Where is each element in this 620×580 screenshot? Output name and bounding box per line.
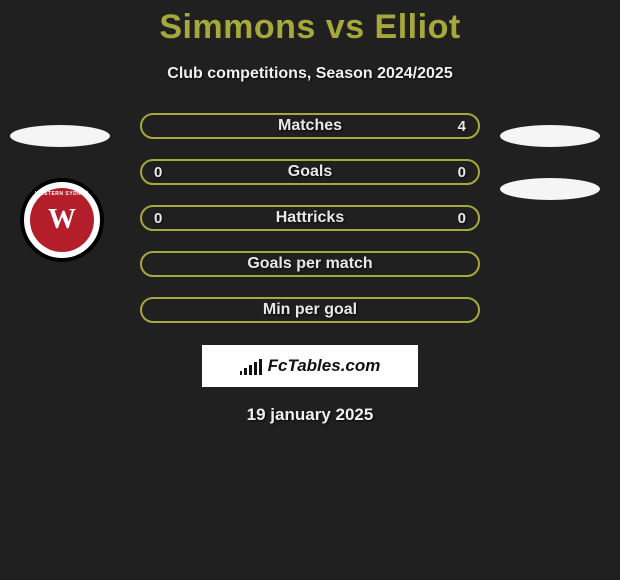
stat-label: Hattricks <box>142 209 478 227</box>
player-left-silhouette <box>10 125 110 147</box>
team-badge-inner: WESTERN SYDNEY W <box>30 188 94 252</box>
brand-label: FcTables.com <box>268 356 381 376</box>
team-badge-left: WESTERN SYDNEY W <box>20 178 104 262</box>
player-right-silhouette-1 <box>500 125 600 147</box>
stat-left-value: 0 <box>154 164 168 181</box>
stat-row-goals-per-match: Goals per match <box>140 251 480 277</box>
player-right-silhouette-2 <box>500 178 600 200</box>
stat-right-value: 4 <box>452 118 466 135</box>
stat-label: Matches <box>142 117 478 135</box>
brand-chart-icon <box>240 357 262 375</box>
brand-bar <box>240 371 243 375</box>
stat-row-matches: Matches 4 <box>140 113 480 139</box>
stat-label: Goals <box>142 163 478 181</box>
page-title: Simmons vs Elliot <box>0 0 620 47</box>
page-subtitle: Club competitions, Season 2024/2025 <box>0 65 620 83</box>
team-badge-top-text: WESTERN SYDNEY <box>30 191 94 197</box>
footer-date: 19 january 2025 <box>0 405 620 425</box>
stat-row-min-per-goal: Min per goal <box>140 297 480 323</box>
brand-bar <box>254 362 257 375</box>
brand-bar <box>244 368 247 375</box>
stat-label: Goals per match <box>142 255 478 273</box>
stat-label: Min per goal <box>142 301 478 319</box>
stat-row-hattricks: 0 Hattricks 0 <box>140 205 480 231</box>
stats-container: Matches 4 0 Goals 0 0 Hattricks 0 Goals … <box>140 113 480 323</box>
brand-bar <box>259 359 262 375</box>
stat-row-goals: 0 Goals 0 <box>140 159 480 185</box>
brand-bar <box>249 365 252 375</box>
stat-right-value: 0 <box>452 164 466 181</box>
team-badge-letter: W <box>48 206 76 234</box>
stat-left-value: 0 <box>154 210 168 227</box>
brand-box[interactable]: FcTables.com <box>202 345 418 387</box>
stat-right-value: 0 <box>452 210 466 227</box>
